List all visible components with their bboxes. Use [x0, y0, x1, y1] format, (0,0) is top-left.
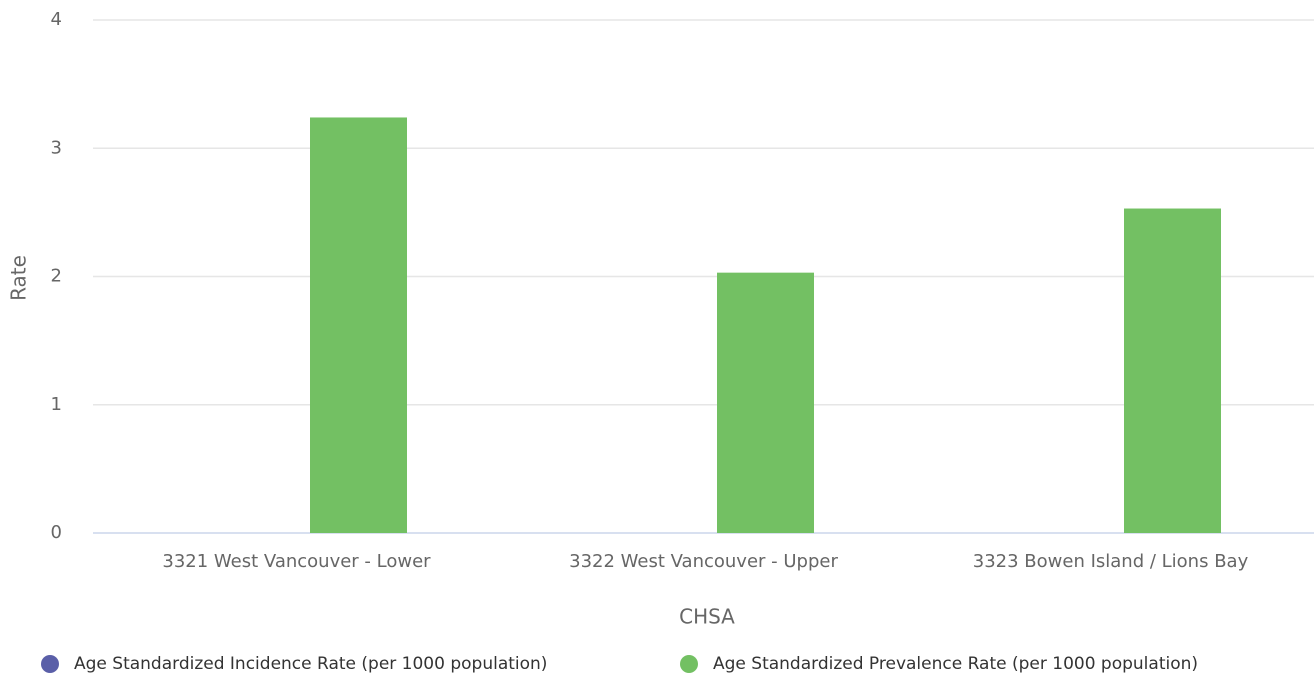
y-tick-label: 1: [51, 394, 62, 415]
legend-label: Age Standardized Prevalence Rate (per 10…: [713, 654, 1198, 674]
y-axis-title: Rate: [7, 255, 31, 301]
legend-label: Age Standardized Incidence Rate (per 100…: [74, 654, 547, 674]
legend-marker: [41, 655, 59, 673]
bar: [1124, 208, 1221, 533]
y-tick-label: 4: [51, 9, 62, 30]
legend-marker: [680, 655, 698, 673]
x-tick-label: 3321 West Vancouver - Lower: [162, 551, 431, 572]
x-tick-label: 3322 West Vancouver - Upper: [569, 551, 838, 572]
bar: [310, 117, 407, 533]
bar: [717, 272, 814, 533]
y-tick-label: 3: [51, 137, 62, 158]
x-axis-title: CHSA: [679, 605, 735, 629]
x-tick-label: 3323 Bowen Island / Lions Bay: [973, 551, 1249, 572]
y-tick-label: 2: [51, 266, 62, 287]
y-tick-label: 0: [51, 522, 62, 543]
